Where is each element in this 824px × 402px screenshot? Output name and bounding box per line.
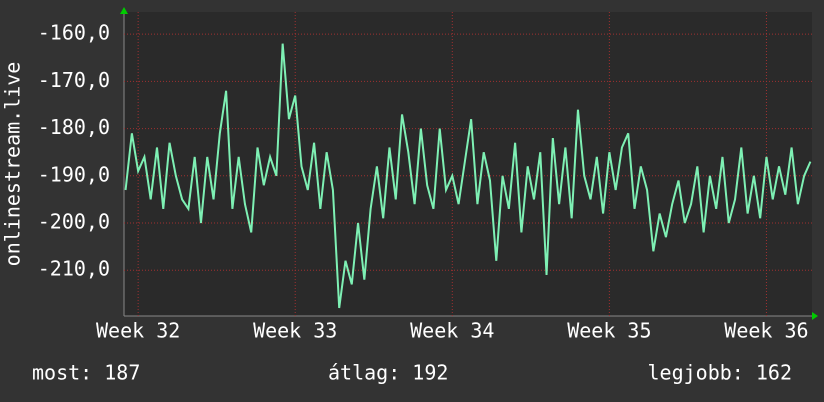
y-tick-label: -200,0 — [38, 210, 110, 234]
plot-area — [124, 12, 812, 316]
line-series — [124, 43, 812, 309]
x-tick-label: Week 36 — [724, 319, 808, 343]
footer-average: átlag: 192 — [328, 361, 448, 385]
x-tick-label: Week 35 — [567, 319, 651, 343]
footer-best: legjobb: 162 — [648, 361, 793, 385]
y-tick-label: -170,0 — [38, 68, 110, 92]
footer-current: most: 187 — [32, 361, 140, 385]
x-arrow — [812, 312, 818, 320]
x-tick-label: Week 32 — [96, 319, 180, 343]
y-axis-label: onlinestream.live — [1, 62, 25, 267]
y-tick-label: -190,0 — [38, 162, 110, 186]
x-tick-label: Week 33 — [253, 319, 337, 343]
y-tick-label: -210,0 — [38, 257, 110, 281]
y-tick-label: -180,0 — [38, 115, 110, 139]
y-tick-label: -160,0 — [38, 21, 110, 45]
x-tick-label: Week 34 — [410, 319, 494, 343]
y-arrow — [120, 7, 128, 14]
